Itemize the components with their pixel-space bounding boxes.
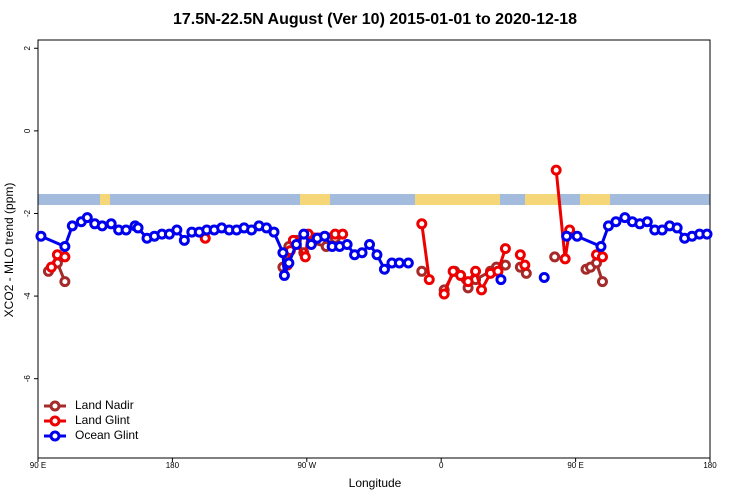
legend-label: Land Glint bbox=[75, 413, 130, 427]
point bbox=[59, 276, 71, 288]
point bbox=[298, 228, 310, 240]
x-tick-label: 90 E bbox=[567, 461, 583, 470]
point bbox=[66, 220, 78, 232]
point bbox=[319, 230, 331, 242]
point bbox=[538, 272, 550, 283]
legend-marker bbox=[49, 400, 61, 412]
point bbox=[470, 265, 482, 277]
point bbox=[364, 238, 376, 250]
point bbox=[341, 238, 353, 250]
plot-border bbox=[37, 39, 711, 459]
point bbox=[514, 249, 526, 261]
point bbox=[305, 238, 317, 250]
point bbox=[462, 276, 474, 288]
point bbox=[268, 226, 280, 238]
point bbox=[596, 251, 608, 263]
point bbox=[416, 218, 428, 230]
point bbox=[132, 222, 144, 234]
point bbox=[671, 222, 683, 234]
point bbox=[499, 259, 511, 271]
point bbox=[499, 243, 511, 255]
legend-label: Land Nadir bbox=[75, 398, 134, 412]
point bbox=[455, 269, 467, 281]
point bbox=[35, 230, 47, 242]
point bbox=[595, 241, 607, 253]
map-strip bbox=[38, 194, 710, 205]
point bbox=[402, 257, 414, 269]
x-tick-label: 90 W bbox=[297, 461, 316, 470]
point bbox=[59, 251, 71, 263]
chart-title: 17.5N-22.5N August (Ver 10) 2015-01-01 t… bbox=[173, 11, 577, 28]
point bbox=[277, 247, 289, 259]
y-tick-label: -2 bbox=[23, 209, 32, 217]
point bbox=[423, 274, 435, 286]
point bbox=[519, 259, 531, 271]
point bbox=[290, 238, 302, 250]
point bbox=[393, 257, 405, 269]
x-tick-label: 0 bbox=[439, 461, 444, 470]
point bbox=[278, 269, 290, 281]
point bbox=[371, 249, 383, 261]
point bbox=[45, 261, 57, 273]
point bbox=[495, 274, 507, 286]
point bbox=[520, 267, 532, 279]
point bbox=[171, 224, 183, 236]
point bbox=[178, 234, 190, 246]
y-tick-label: 0 bbox=[23, 128, 32, 133]
point bbox=[550, 164, 562, 176]
point bbox=[549, 251, 561, 263]
point bbox=[476, 284, 488, 296]
legend-marker bbox=[49, 415, 61, 427]
point bbox=[59, 241, 71, 253]
legend-label: Ocean Glint bbox=[75, 428, 139, 442]
point bbox=[416, 265, 428, 277]
point bbox=[610, 216, 622, 228]
y-tick-label: -6 bbox=[23, 375, 32, 383]
point bbox=[559, 253, 571, 265]
point bbox=[120, 224, 132, 236]
x-axis-label: Longitude bbox=[349, 476, 402, 490]
point bbox=[356, 247, 368, 259]
y-tick-label: -4 bbox=[23, 292, 32, 300]
x-tick-label: 180 bbox=[703, 461, 717, 470]
legend-marker bbox=[49, 430, 61, 442]
point bbox=[561, 230, 573, 242]
point bbox=[571, 230, 583, 242]
point bbox=[81, 212, 93, 224]
point bbox=[299, 251, 311, 263]
point bbox=[641, 216, 653, 228]
y-axis-label: XCO2 - MLO trend (ppm) bbox=[2, 183, 16, 318]
point bbox=[378, 263, 390, 275]
point bbox=[701, 228, 713, 240]
point bbox=[96, 220, 108, 232]
point bbox=[596, 276, 608, 288]
x-tick-label: 180 bbox=[166, 461, 180, 470]
x-tick-label: 90 E bbox=[30, 461, 46, 470]
point bbox=[283, 257, 295, 269]
point bbox=[337, 228, 349, 240]
point bbox=[105, 218, 117, 230]
point bbox=[438, 288, 450, 300]
y-tick-label: 2 bbox=[23, 45, 32, 50]
